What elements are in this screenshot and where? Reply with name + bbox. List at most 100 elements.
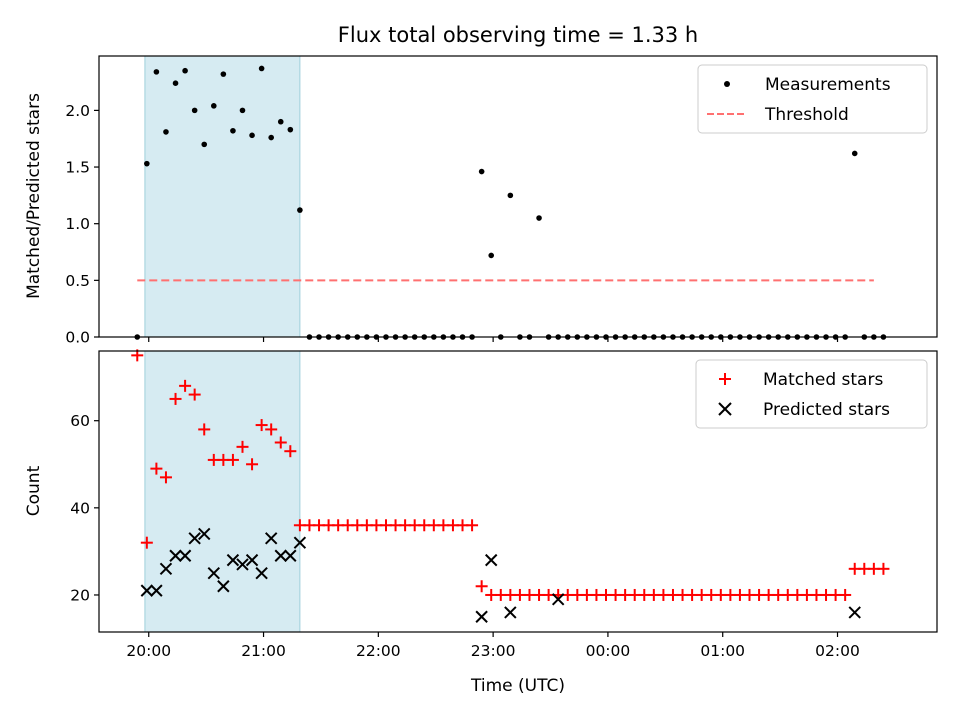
- predicted-stars-point: [475, 610, 488, 623]
- predicted-stars-point: [217, 580, 230, 593]
- bottom-axes-frame: [98, 350, 938, 633]
- x-tick-label: 22:00: [356, 642, 401, 660]
- matched-stars-point: [284, 445, 297, 458]
- measurement-point: [287, 126, 294, 133]
- top-y-tick-label: 1.0: [65, 215, 90, 233]
- measurement-point: [163, 129, 169, 135]
- matched-stars-point: [198, 423, 211, 436]
- measurement-point: [201, 141, 208, 148]
- legend-measurements-label: Measurements: [765, 75, 891, 95]
- bottom-y-tick-label: 20: [70, 586, 90, 604]
- legend-predicted-marker: [718, 402, 732, 416]
- legend-threshold-label: Threshold: [764, 105, 849, 125]
- bottom-y-tick-label: 40: [70, 499, 90, 517]
- matched-stars-point: [188, 388, 201, 401]
- measurement-point: [851, 150, 858, 157]
- matched-stars-point: [246, 458, 259, 471]
- top-legend-box: [697, 64, 928, 134]
- x-tick-label: 00:00: [586, 642, 631, 660]
- predicted-stars-point: [178, 549, 192, 562]
- predicted-stars-point: [274, 549, 287, 562]
- measurement-point: [488, 252, 495, 259]
- predicted-stars-point: [504, 606, 517, 619]
- matched-stars-point: [265, 423, 278, 436]
- measurement-point: [249, 132, 255, 139]
- top-y-tick-label: 1.5: [65, 159, 90, 177]
- measurement-point: [536, 215, 542, 221]
- predicted-stars-point: [198, 527, 211, 541]
- bottom-y-tick-label: 60: [70, 412, 90, 430]
- bottom-x-ticks: 20:00 21:00 22:00 23:00 00:00 01:00 02:00: [126, 632, 860, 660]
- measurement-point: [297, 207, 303, 213]
- measurement-point: [191, 107, 198, 114]
- measurement-point: [258, 65, 265, 72]
- bottom-y-axis-label: Count: [24, 465, 44, 516]
- measurement-point: [478, 168, 485, 175]
- bottom-shaded-interval: [144, 350, 301, 633]
- predicted-stars-point: [551, 593, 565, 606]
- matched-stars-point: [255, 419, 268, 432]
- predicted-stars-point: [255, 566, 268, 580]
- measurement-point: [153, 69, 160, 75]
- predicted-stars-point: [245, 553, 259, 567]
- matched-stars-point: [159, 471, 172, 484]
- legend-predicted-label: Predicted stars: [763, 400, 890, 420]
- top-y-tick-label: 0.0: [65, 329, 90, 347]
- predicted-stars-point: [236, 558, 249, 571]
- predicted-stars-point: [140, 584, 154, 597]
- x-tick-label: 21:00: [241, 642, 286, 660]
- measurement-point: [210, 103, 217, 109]
- matched-stars-point: [236, 440, 249, 453]
- predicted-stars-point: [485, 553, 498, 567]
- chart-title: Flux total observing time = 1.33 h: [338, 23, 698, 47]
- x-tick-label: 02:00: [815, 642, 860, 660]
- top-y-tick-label: 2.0: [65, 102, 90, 120]
- matched-stars-point: [466, 519, 479, 532]
- measurement-point: [277, 118, 284, 125]
- x-tick-label: 20:00: [126, 642, 171, 660]
- legend-measurements-marker: [724, 81, 730, 87]
- top-legend: Measurements Threshold: [697, 64, 928, 134]
- predicted-stars-point: [284, 549, 297, 562]
- top-y-ticks: 0.0 0.5 1.0 1.5 2.0: [65, 102, 99, 347]
- bottom-legend-box: [695, 359, 928, 429]
- x-tick-label: 01:00: [700, 642, 745, 660]
- matched-stars-point: [839, 588, 852, 601]
- measurement-point: [182, 67, 188, 74]
- measurement-point: [172, 80, 179, 86]
- predicted-stars-point: [207, 566, 221, 580]
- legend-matched-label: Matched stars: [763, 370, 883, 390]
- matched-stars-point: [475, 580, 488, 593]
- bottom-panel: 20 40 60 20:00 21:00 22:00 23:00 00:00 01:00 02:…: [24, 349, 938, 696]
- matched-stars-point: [274, 436, 287, 449]
- measurement-point: [220, 71, 227, 77]
- measurement-point: [239, 107, 246, 114]
- predicted-stars-point: [264, 532, 278, 545]
- top-panel: 0.00.51.01.52.0 Matched/Predicted stars …: [24, 55, 938, 347]
- matched-stars-point: [140, 536, 153, 549]
- top-shaded-interval: [144, 55, 301, 338]
- matched-stars-point: [226, 453, 239, 466]
- matched-stars-point: [169, 392, 182, 405]
- measurement-point: [230, 127, 236, 134]
- bottom-legend: Matched stars Predicted stars: [695, 359, 928, 429]
- bottom-y-ticks: 20 40 60: [70, 412, 99, 604]
- predicted-stars-point: [293, 536, 307, 549]
- predicted-stars-point: [150, 584, 163, 597]
- predicted-stars-point: [169, 549, 182, 562]
- top-axes-frame: [98, 55, 938, 338]
- top-x-ticks: [148, 337, 839, 342]
- bottom-x-axis-label: Time (UTC): [470, 676, 565, 696]
- predicted-stars-point: [159, 562, 173, 576]
- measurement-point: [144, 160, 150, 167]
- top-y-axis-label: Matched/Predicted stars: [24, 93, 44, 299]
- predicted-stars-point: [848, 606, 861, 619]
- matched-stars-point: [150, 462, 163, 475]
- x-tick-label: 23:00: [471, 642, 516, 660]
- top-y-tick-label: 0.5: [65, 272, 90, 290]
- measurement-point: [268, 134, 274, 141]
- bottom-plot-area: [131, 349, 890, 623]
- legend-matched-marker: [719, 373, 731, 385]
- predicted-stars-point: [226, 553, 240, 567]
